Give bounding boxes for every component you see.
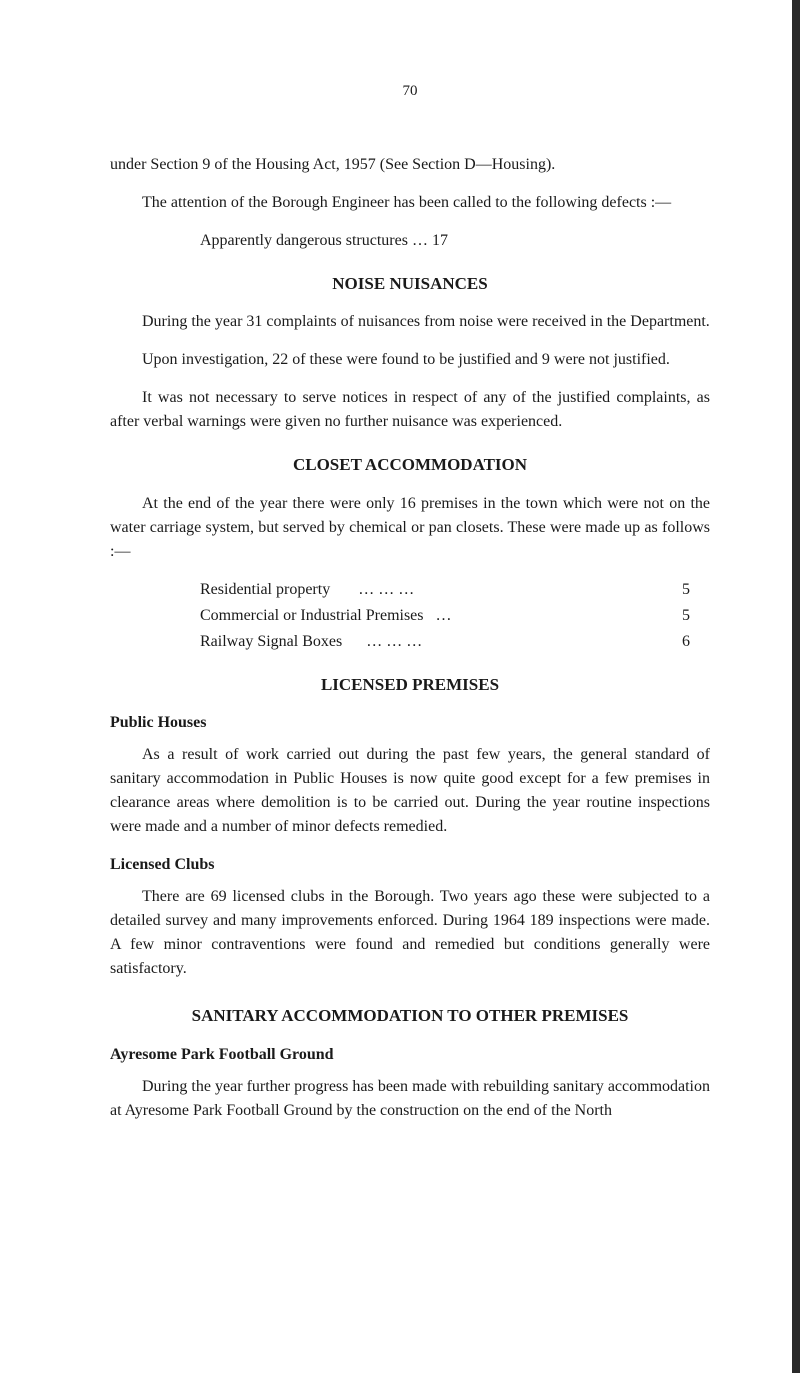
public-houses-label: Public Houses [110, 711, 710, 735]
list-item: Railway Signal Boxes … … … 6 [200, 630, 710, 654]
licensed-clubs-label: Licensed Clubs [110, 853, 710, 877]
closet-heading: CLOSET ACCOMMODATION [110, 452, 710, 478]
dangerous-structures-line: Apparently dangerous structures … 17 [200, 229, 710, 253]
list-value: 6 [670, 630, 710, 654]
list-item: Residential property … … … 5 [200, 578, 710, 602]
noise-p2: Upon investigation, 22 of these were fou… [110, 348, 710, 372]
ayresome-label: Ayresome Park Football Ground [110, 1043, 710, 1067]
ayresome-paragraph: During the year further progress has bee… [110, 1075, 710, 1123]
licensed-heading: LICENSED PREMISES [110, 672, 710, 698]
noise-p3: It was not necessary to serve notices in… [110, 386, 710, 434]
noise-p1: During the year 31 complaints of nuisanc… [110, 310, 710, 334]
closet-p1: At the end of the year there were only 1… [110, 492, 710, 564]
list-label: Railway Signal Boxes … … … [200, 630, 670, 654]
public-houses-paragraph: As a result of work carried out during t… [110, 743, 710, 839]
list-label: Residential property … … … [200, 578, 670, 602]
intro-paragraph: under Section 9 of the Housing Act, 1957… [110, 153, 710, 177]
closet-list: Residential property … … … 5 Commercial … [200, 578, 710, 654]
attention-paragraph: The attention of the Borough Engineer ha… [110, 191, 710, 215]
page-number: 70 [110, 80, 710, 103]
licensed-clubs-paragraph: There are 69 licensed clubs in the Borou… [110, 885, 710, 981]
list-item: Commercial or Industrial Premises … 5 [200, 604, 710, 628]
list-value: 5 [670, 578, 710, 602]
list-label: Commercial or Industrial Premises … [200, 604, 670, 628]
noise-heading: NOISE NUISANCES [110, 271, 710, 297]
list-value: 5 [670, 604, 710, 628]
sanitary-heading: SANITARY ACCOMMODATION TO OTHER PREMISES [110, 1003, 710, 1029]
page-edge-shadow [792, 0, 800, 1373]
